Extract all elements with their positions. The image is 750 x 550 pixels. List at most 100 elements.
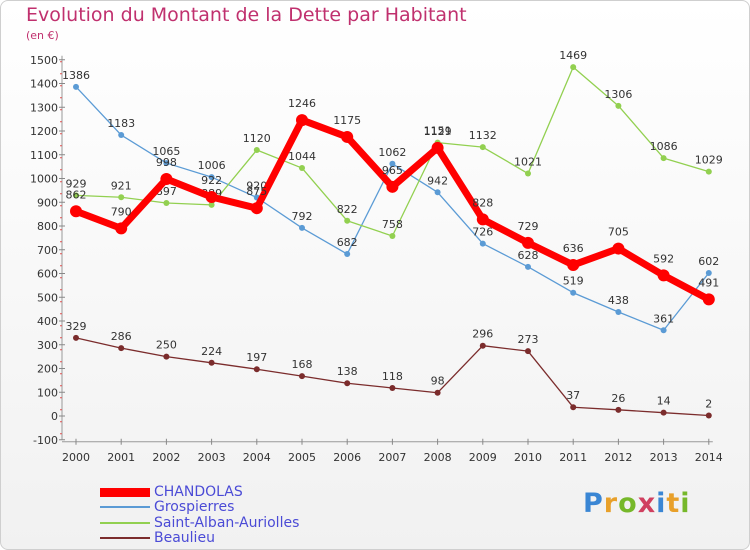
- x-tick-label: 2000: [62, 451, 90, 464]
- data-point-chandolas: [296, 114, 308, 127]
- data-label-grospierres: 682: [337, 236, 358, 249]
- y-tick-label: 900: [37, 196, 58, 209]
- y-tick-label: -100: [33, 434, 58, 447]
- data-point-beaulieu: [479, 342, 486, 349]
- data-label-saint-alban-auriolles: 1044: [288, 150, 316, 163]
- data-point-saint-alban-auriolles: [118, 194, 125, 201]
- data-point-beaulieu: [208, 359, 215, 366]
- data-point-saint-alban-auriolles: [525, 170, 531, 177]
- data-point-chandolas: [70, 205, 82, 218]
- data-point-grospierres: [389, 160, 396, 167]
- x-tick-label: 2010: [514, 451, 542, 464]
- data-label-beaulieu: 168: [292, 358, 313, 371]
- x-tick-label: 2011: [559, 451, 587, 464]
- data-point-grospierres: [118, 132, 125, 139]
- data-point-beaulieu: [253, 366, 260, 373]
- data-label-grospierres: 792: [292, 210, 313, 223]
- y-tick-label: 1000: [30, 173, 58, 186]
- data-label-chandolas: 1246: [288, 97, 316, 110]
- data-label-saint-alban-auriolles: 1306: [604, 88, 632, 101]
- data-point-grospierres: [525, 263, 531, 270]
- legend-swatch-grospierres: [100, 506, 150, 508]
- data-label-saint-alban-auriolles: 1029: [695, 154, 723, 167]
- data-point-beaulieu: [570, 404, 577, 411]
- data-label-grospierres: 519: [563, 275, 584, 288]
- data-point-saint-alban-auriolles: [479, 144, 486, 151]
- data-label-chandolas: 491: [698, 276, 719, 289]
- x-tick-label: 2012: [604, 451, 632, 464]
- x-tick-label: 2006: [333, 451, 361, 464]
- data-point-chandolas: [431, 141, 444, 154]
- y-tick-label: 700: [37, 244, 58, 257]
- data-label-beaulieu: 26: [611, 392, 625, 405]
- data-point-saint-alban-auriolles: [253, 147, 260, 153]
- y-tick-label: 100: [37, 386, 58, 399]
- data-point-grospierres: [479, 240, 486, 247]
- data-point-grospierres: [660, 327, 667, 334]
- chart-unit: (en €): [26, 29, 59, 42]
- data-point-grospierres: [705, 270, 712, 277]
- data-label-beaulieu: 286: [111, 330, 132, 343]
- legend-label: Saint-Alban-Auriolles: [154, 515, 300, 531]
- data-label-grospierres: 1183: [107, 117, 135, 130]
- data-point-grospierres: [73, 83, 79, 90]
- legend-label: Beaulieu: [154, 530, 215, 546]
- data-label-grospierres: 1065: [152, 145, 180, 158]
- data-label-chandolas: 828: [472, 196, 493, 209]
- data-label-saint-alban-auriolles: 929: [66, 177, 87, 190]
- legend-item-saint-alban: Saint-Alban-Auriolles: [100, 515, 299, 531]
- data-point-saint-alban-auriolles: [389, 232, 396, 239]
- data-point-chandolas: [160, 172, 173, 185]
- data-label-beaulieu: 14: [657, 395, 671, 408]
- data-label-grospierres: 1006: [198, 159, 226, 172]
- x-tick-label: 2013: [650, 451, 678, 464]
- data-point-grospierres: [299, 224, 305, 231]
- data-point-beaulieu: [344, 380, 351, 387]
- x-tick-label: 2009: [469, 451, 497, 464]
- data-point-saint-alban-auriolles: [705, 168, 712, 175]
- data-label-saint-alban-auriolles: 758: [382, 218, 403, 231]
- data-point-saint-alban-auriolles: [570, 64, 577, 71]
- legend-item-beaulieu: Beaulieu: [100, 530, 215, 546]
- data-label-chandolas: 790: [111, 205, 132, 218]
- data-point-chandolas: [386, 180, 399, 193]
- data-point-saint-alban-auriolles: [660, 155, 667, 162]
- y-tick-label: 1500: [30, 54, 58, 67]
- data-point-grospierres: [344, 251, 351, 258]
- data-point-grospierres: [615, 308, 622, 315]
- x-tick-label: 2014: [695, 451, 723, 464]
- data-point-chandolas: [612, 242, 625, 255]
- data-point-beaulieu: [660, 409, 667, 416]
- data-label-saint-alban-auriolles: 1021: [514, 156, 542, 169]
- data-label-chandolas: 1175: [333, 114, 361, 127]
- x-tick-label: 2004: [243, 451, 271, 464]
- data-point-grospierres: [208, 174, 215, 181]
- y-tick-label: 0: [51, 410, 58, 423]
- y-tick-label: 500: [37, 291, 58, 304]
- y-tick-label: 1200: [30, 125, 58, 138]
- data-label-saint-alban-auriolles: 921: [111, 179, 132, 192]
- data-point-saint-alban-auriolles: [344, 217, 351, 224]
- y-tick-label: 1400: [30, 78, 58, 91]
- y-tick-label: 600: [37, 268, 58, 281]
- data-label-beaulieu: 273: [518, 333, 539, 346]
- data-point-chandolas: [476, 213, 489, 226]
- legend-item-grospierres: Grospierres: [100, 499, 234, 515]
- data-label-chandolas: 862: [66, 188, 87, 201]
- data-label-chandolas: 636: [563, 242, 584, 255]
- data-label-chandolas: 922: [201, 174, 222, 187]
- data-label-saint-alban-auriolles: 1120: [243, 132, 271, 145]
- data-point-grospierres: [570, 289, 577, 296]
- data-label-beaulieu: 224: [201, 345, 222, 358]
- data-label-beaulieu: 118: [382, 370, 403, 383]
- data-label-grospierres: 361: [653, 312, 674, 325]
- x-tick-label: 2001: [107, 451, 135, 464]
- x-tick-label: 2008: [424, 451, 452, 464]
- data-label-beaulieu: 329: [66, 320, 87, 333]
- data-label-beaulieu: 296: [472, 328, 493, 341]
- data-point-saint-alban-auriolles: [208, 201, 215, 208]
- data-label-grospierres: 1386: [62, 69, 90, 82]
- x-tick-label: 2007: [378, 451, 406, 464]
- data-point-chandolas: [205, 191, 218, 204]
- data-point-chandolas: [341, 130, 354, 143]
